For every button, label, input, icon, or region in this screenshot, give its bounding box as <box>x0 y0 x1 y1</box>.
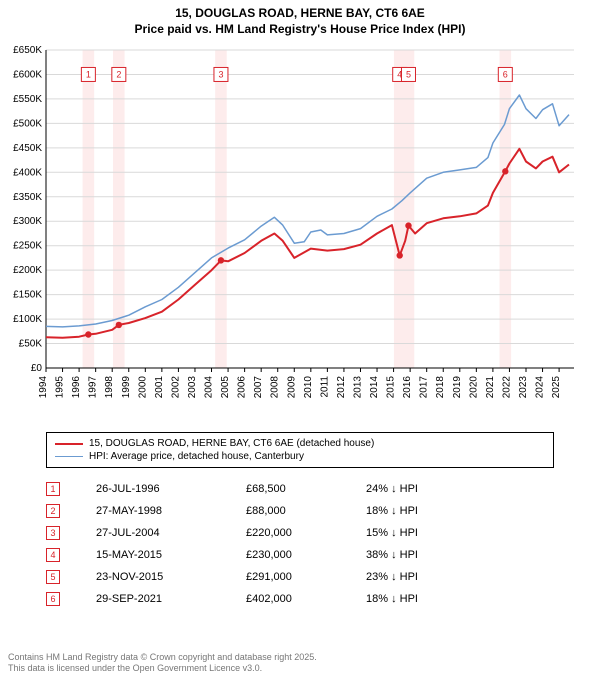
svg-text:2025: 2025 <box>551 376 562 399</box>
legend-label: 15, DOUGLAS ROAD, HERNE BAY, CT6 6AE (de… <box>89 438 374 449</box>
sale-marker: 1 <box>46 482 60 496</box>
sale-date: 27-MAY-1998 <box>96 505 246 517</box>
svg-text:2015: 2015 <box>386 376 397 399</box>
svg-text:£550K: £550K <box>13 94 42 105</box>
sale-marker: 4 <box>46 548 60 562</box>
svg-text:2002: 2002 <box>170 376 181 399</box>
sale-date: 26-JUL-1996 <box>96 483 246 495</box>
svg-text:£500K: £500K <box>13 118 42 129</box>
svg-text:£300K: £300K <box>13 216 42 227</box>
svg-text:£50K: £50K <box>19 339 43 350</box>
legend-swatch <box>55 443 83 445</box>
chart-svg: £0 £50K £100K £150K £200K £250K £300K £350K £400… <box>0 42 600 422</box>
svg-text:5: 5 <box>406 69 411 79</box>
svg-text:1997: 1997 <box>88 376 99 399</box>
svg-text:1994: 1994 <box>38 376 49 399</box>
sale-row: 3 27-JUL-2004£220,00015% ↓ HPI <box>46 522 486 544</box>
legend-item: HPI: Average price, detached house, Cant… <box>55 450 545 463</box>
svg-text:2000: 2000 <box>137 376 148 399</box>
footer-line1: Contains HM Land Registry data © Crown c… <box>8 652 317 663</box>
svg-text:1: 1 <box>86 69 91 79</box>
sale-row: 1 26-JUL-1996£68,50024% ↓ HPI <box>46 478 486 500</box>
title-address: 15, DOUGLAS ROAD, HERNE BAY, CT6 6AE <box>0 6 600 22</box>
sale-date: 27-JUL-2004 <box>96 527 246 539</box>
legend-label: HPI: Average price, detached house, Cant… <box>89 451 304 462</box>
svg-text:6: 6 <box>503 69 508 79</box>
svg-text:£0: £0 <box>31 363 43 374</box>
svg-text:2024: 2024 <box>535 376 546 399</box>
svg-text:1998: 1998 <box>104 376 115 399</box>
legend-item: 15, DOUGLAS ROAD, HERNE BAY, CT6 6AE (de… <box>55 437 545 450</box>
sale-delta: 38% ↓ HPI <box>366 549 486 561</box>
sale-delta: 18% ↓ HPI <box>366 505 486 517</box>
svg-text:2022: 2022 <box>501 376 512 399</box>
svg-text:£100K: £100K <box>13 314 42 325</box>
svg-text:2011: 2011 <box>319 376 330 398</box>
sale-price: £291,000 <box>246 571 366 583</box>
sale-row: 4 15-MAY-2015£230,00038% ↓ HPI <box>46 544 486 566</box>
svg-text:2003: 2003 <box>187 376 198 399</box>
svg-text:£450K: £450K <box>13 143 42 154</box>
footer-line2: This data is licensed under the Open Gov… <box>8 663 317 674</box>
sale-date: 23-NOV-2015 <box>96 571 246 583</box>
svg-text:1996: 1996 <box>71 376 82 399</box>
sale-price: £220,000 <box>246 527 366 539</box>
svg-text:£150K: £150K <box>13 290 42 301</box>
svg-text:2007: 2007 <box>253 376 264 399</box>
footer-attribution: Contains HM Land Registry data © Crown c… <box>8 652 317 675</box>
svg-text:2001: 2001 <box>154 376 165 399</box>
svg-text:2: 2 <box>116 69 121 79</box>
sale-delta: 15% ↓ HPI <box>366 527 486 539</box>
svg-text:2008: 2008 <box>270 376 281 399</box>
sale-row: 2 27-MAY-1998£88,00018% ↓ HPI <box>46 500 486 522</box>
svg-text:2013: 2013 <box>352 376 363 399</box>
svg-text:1999: 1999 <box>121 376 132 399</box>
sale-row: 6 29-SEP-2021£402,00018% ↓ HPI <box>46 588 486 610</box>
sale-marker: 6 <box>46 592 60 606</box>
svg-text:2021: 2021 <box>485 376 496 399</box>
price-chart: £0 £50K £100K £150K £200K £250K £300K £350K £400… <box>0 42 600 422</box>
svg-text:£650K: £650K <box>13 45 42 56</box>
sale-marker: 5 <box>46 570 60 584</box>
svg-text:2010: 2010 <box>303 376 314 399</box>
legend: 15, DOUGLAS ROAD, HERNE BAY, CT6 6AE (de… <box>46 432 554 468</box>
sale-delta: 23% ↓ HPI <box>366 571 486 583</box>
svg-text:£400K: £400K <box>13 167 42 178</box>
svg-text:£200K: £200K <box>13 265 42 276</box>
svg-text:2017: 2017 <box>419 376 430 399</box>
svg-text:2004: 2004 <box>204 376 215 399</box>
svg-text:2014: 2014 <box>369 376 380 399</box>
legend-swatch <box>55 456 83 457</box>
svg-text:2023: 2023 <box>518 376 529 399</box>
svg-text:£250K: £250K <box>13 241 42 252</box>
sale-row: 5 23-NOV-2015£291,00023% ↓ HPI <box>46 566 486 588</box>
svg-text:2006: 2006 <box>237 376 248 399</box>
chart-title: 15, DOUGLAS ROAD, HERNE BAY, CT6 6AE Pri… <box>0 0 600 37</box>
svg-text:2012: 2012 <box>336 376 347 399</box>
sale-marker: 3 <box>46 526 60 540</box>
svg-text:£600K: £600K <box>13 69 42 80</box>
svg-text:2019: 2019 <box>452 376 463 399</box>
sale-date: 15-MAY-2015 <box>96 549 246 561</box>
svg-text:2005: 2005 <box>220 376 231 399</box>
svg-text:1995: 1995 <box>55 376 66 399</box>
svg-text:2009: 2009 <box>286 376 297 399</box>
sale-price: £68,500 <box>246 483 366 495</box>
svg-text:3: 3 <box>218 69 223 79</box>
svg-text:2016: 2016 <box>402 376 413 399</box>
svg-text:2018: 2018 <box>435 376 446 399</box>
title-sub: Price paid vs. HM Land Registry's House … <box>0 22 600 38</box>
sale-price: £88,000 <box>246 505 366 517</box>
sale-price: £230,000 <box>246 549 366 561</box>
svg-text:2020: 2020 <box>468 376 479 399</box>
sales-table: 1 26-JUL-1996£68,50024% ↓ HPI 2 27-MAY-1998… <box>46 478 486 610</box>
sale-delta: 18% ↓ HPI <box>366 593 486 605</box>
svg-text:£350K: £350K <box>13 192 42 203</box>
sale-delta: 24% ↓ HPI <box>366 483 486 495</box>
sale-price: £402,000 <box>246 593 366 605</box>
sale-marker: 2 <box>46 504 60 518</box>
sale-date: 29-SEP-2021 <box>96 593 246 605</box>
